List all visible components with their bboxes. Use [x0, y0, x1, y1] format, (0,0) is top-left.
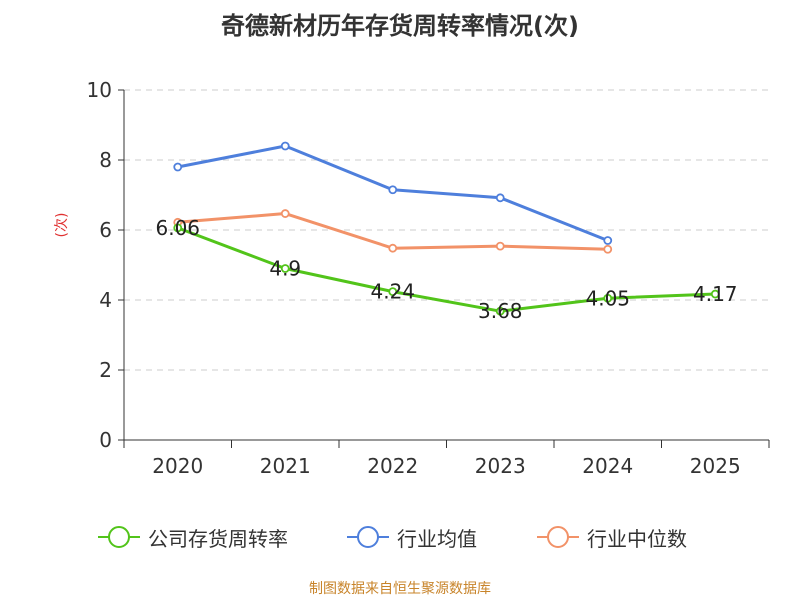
x-tick-label: 2024 — [582, 454, 633, 478]
x-tick-label: 2023 — [475, 454, 526, 478]
legend-item[interactable]: 行业中位数 — [535, 522, 687, 552]
data-point — [495, 241, 505, 251]
data-point — [388, 185, 398, 195]
source-note: 制图数据来自恒生聚源数据库 — [309, 581, 491, 597]
y-tick-label: 0 — [99, 428, 112, 452]
data-point — [173, 223, 183, 233]
data-point — [280, 264, 290, 273]
legend-marker-icon — [98, 526, 140, 548]
data-point — [603, 244, 613, 254]
series-lines — [173, 141, 720, 316]
y-tick-label: 4 — [99, 288, 112, 312]
data-labels: 6.06 4.9 4.24 3.68 4.05 4.17 — [155, 216, 737, 323]
x-tick-label: 2021 — [260, 454, 311, 478]
axes: 0 2 4 6 8 10 (次) 2020 2021 2022 2023 2024 2025 — [54, 78, 770, 478]
y-tick-label: 2 — [99, 358, 112, 382]
data-point — [603, 293, 613, 303]
y-tick-label: 10 — [87, 78, 112, 102]
data-point — [173, 162, 183, 172]
y-tick-label: 8 — [99, 148, 112, 172]
x-tick-label: 2020 — [152, 454, 203, 478]
legend-label: 行业中位数 — [587, 526, 687, 551]
legend-item[interactable]: 公司存货周转率 — [96, 522, 288, 552]
chart-title: 奇德新材历年存货周转率情况(次) — [221, 12, 579, 40]
data-label: 4.17 — [693, 282, 738, 306]
legend-label: 公司存货周转率 — [148, 526, 288, 551]
x-tick-label: 2022 — [367, 454, 418, 478]
legend-marker-icon — [347, 526, 389, 548]
data-label: 4.24 — [370, 280, 415, 304]
data-point — [388, 287, 398, 297]
x-tick-label: 2025 — [690, 454, 741, 478]
y-axis-title: (次) — [54, 213, 70, 238]
data-label: 4.05 — [585, 286, 630, 310]
legend-marker-icon — [537, 526, 579, 548]
data-point — [495, 193, 505, 203]
data-point — [603, 236, 613, 245]
legend-item[interactable]: 行业均值 — [345, 522, 477, 552]
data-label: 3.68 — [478, 299, 523, 323]
y-tick-label: 6 — [99, 218, 112, 242]
data-label: 6.06 — [155, 216, 200, 240]
series-line-0 — [177, 226, 716, 313]
grid-lines — [124, 89, 769, 371]
data-point — [495, 306, 505, 316]
data-point — [710, 289, 720, 299]
legend-label: 行业均值 — [397, 526, 477, 551]
data-point — [280, 209, 290, 218]
data-point — [388, 243, 398, 253]
data-point — [280, 141, 290, 151]
data-label: 4.9 — [269, 257, 301, 281]
